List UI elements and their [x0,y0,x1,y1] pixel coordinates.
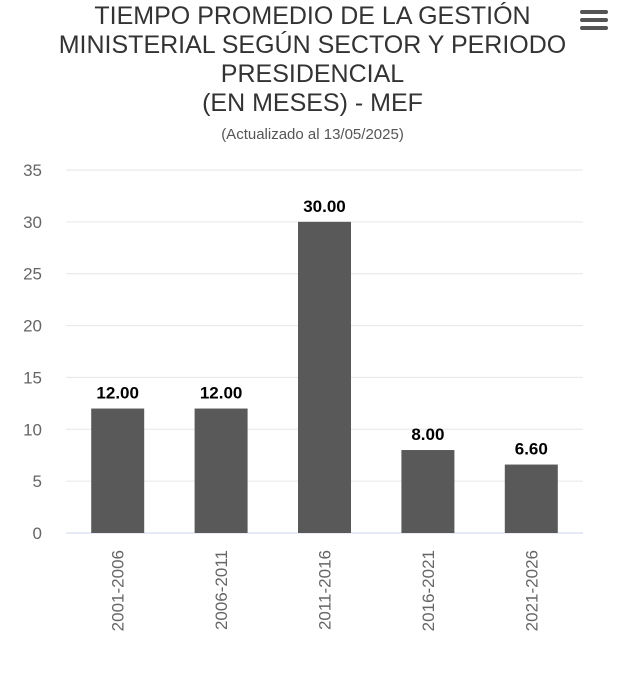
chart-header: TIEMPO PROMEDIO DE LA GESTIÓN MINISTERIA… [40,2,585,143]
chart-title-line: (EN MESES) - MEF [202,89,423,117]
chart-title: TIEMPO PROMEDIO DE LA GESTIÓN MINISTERIA… [40,2,585,118]
chart-title-line: TIEMPO PROMEDIO DE LA GESTIÓN [94,2,531,30]
y-tick-label: 20 [23,317,42,336]
x-tick-label: 2021-2026 [522,550,541,631]
chart-subtitle: (Actualizado al 13/05/2025) [221,126,404,143]
y-tick-label: 15 [23,368,42,387]
y-tick-label: 30 [23,213,42,232]
chart-title-line: MINISTERIAL SEGÚN SECTOR Y PERIODO [58,31,567,59]
y-axis-ticks: 0 5 10 15 20 25 30 35 [23,161,42,543]
bars [91,221,558,533]
data-label: 12.00 [96,384,139,403]
x-tick-label: 2006-2011 [212,550,231,630]
y-tick-label: 25 [23,265,42,284]
data-label: 12.00 [200,384,243,403]
x-tick-label: 2011-2016 [316,550,335,630]
x-axis-ticks: 2001-2006 2006-2011 2011-2016 2016-2021 2021… [109,550,542,631]
hamburger-menu-icon[interactable] [578,10,610,38]
data-label: 8.00 [411,425,444,444]
data-label: 30.00 [303,197,346,216]
bar[interactable] [91,408,145,533]
data-labels: 12.00 12.00 30.00 8.00 6.60 [96,197,547,459]
bar[interactable] [194,408,248,533]
y-tick-label: 0 [33,524,42,543]
y-tick-label: 35 [23,161,42,180]
y-tick-label: 10 [23,420,42,439]
y-tick-label: 5 [33,472,42,491]
x-tick-label: 2001-2006 [109,550,128,631]
data-label: 6.60 [515,440,548,459]
chart-title-line: PRESIDENCIAL [220,60,405,88]
bar[interactable] [401,450,455,533]
bar[interactable] [504,464,558,533]
x-tick-label: 2016-2021 [419,550,438,631]
bar[interactable] [298,221,351,533]
